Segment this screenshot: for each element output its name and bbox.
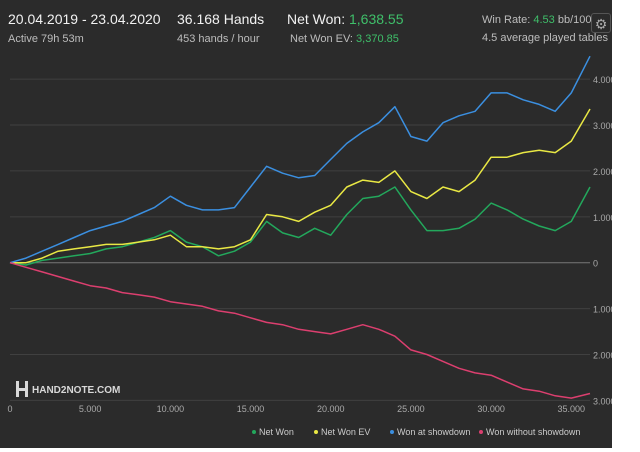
y-tick-label: 1.000 [593, 213, 612, 223]
x-axis-ticks: 0 5.000 10.000 15.000 20.000 25.000 30.000 35.0… [7, 404, 585, 414]
series-line-net-won-ev [10, 108, 591, 264]
win-rate-unit: bb/100 [557, 14, 592, 26]
y-tick-label: 2.000 [593, 351, 612, 361]
active-time: Active 79h 53m [8, 33, 84, 45]
series-line-non-showdown [9, 261, 591, 399]
series-line-showdown [9, 55, 591, 264]
legend-label: Won at showdown [397, 427, 470, 437]
y-tick-label: 3.000 [593, 396, 612, 406]
hands-count: 36.168 Hands [177, 11, 265, 27]
win-rate-summary: Win Rate: 4.53 bb/100 [482, 14, 592, 26]
brand-logo: HAND2NOTE.COM [16, 381, 120, 397]
hand2note-logo-icon [16, 381, 28, 397]
legend-marker [314, 430, 318, 434]
chart-grid [10, 78, 590, 401]
net-won-label: Net Won: [287, 11, 346, 27]
legend-item[interactable]: Net Won [252, 427, 294, 437]
legend-item[interactable]: Won without showdown [479, 427, 580, 437]
x-tick-label: 35.000 [558, 404, 586, 414]
hands-per-hour: 453 hands / hour [177, 33, 260, 45]
avg-tables: 4.5 average played tables [482, 32, 608, 44]
y-axis-ticks: 4.000 3.000 2.000 1.000 0 1.000 2.000 3.000 [593, 75, 612, 406]
legend-item[interactable]: Net Won EV [314, 427, 370, 437]
profit-chart: 4.000 3.000 2.000 1.000 0 1.000 2.000 3.000 0 5.… [7, 55, 612, 437]
y-tick-label: 1.000 [593, 305, 612, 315]
legend-item[interactable]: Won at showdown [390, 427, 470, 437]
win-rate-label: Win Rate: [482, 14, 531, 26]
y-tick-label: 3.000 [593, 121, 612, 131]
legend-marker [252, 430, 256, 434]
chart-legend: Net Won Net Won EV Won at showdown Won with… [252, 427, 580, 437]
legend-marker [479, 430, 483, 434]
y-tick-label: 0 [593, 259, 598, 269]
x-tick-label: 30.000 [477, 404, 505, 414]
legend-label: Net Won EV [321, 427, 370, 437]
x-tick-label: 10.000 [157, 404, 185, 414]
brand-name: HAND2NOTE.COM [32, 385, 120, 396]
y-tick-label: 4.000 [593, 75, 612, 85]
x-tick-label: 25.000 [397, 404, 425, 414]
chart-series [9, 55, 591, 399]
legend-label: Net Won [259, 427, 294, 437]
win-rate-value: 4.53 [533, 14, 555, 26]
net-won-ev-label: Net Won EV: [290, 33, 353, 45]
graph-panel: 20.04.2019 - 23.04.2020 Active 79h 53m 3… [0, 0, 612, 448]
net-won-ev-summary: Net Won EV: 3,370.85 [290, 33, 399, 45]
x-tick-label: 20.000 [317, 404, 345, 414]
x-tick-label: 15.000 [237, 404, 265, 414]
gear-icon[interactable]: ⚙ [591, 13, 611, 33]
legend-marker [390, 430, 394, 434]
x-tick-label: 5.000 [79, 404, 102, 414]
y-tick-label: 2.000 [593, 167, 612, 177]
series-line-net-won [9, 186, 591, 266]
legend-label: Won without showdown [486, 427, 580, 437]
net-won-value: 1,638.55 [349, 11, 404, 27]
date-range[interactable]: 20.04.2019 - 23.04.2020 [8, 11, 161, 27]
net-won-ev-value: 3,370.85 [356, 33, 399, 45]
net-won-summary: Net Won: 1,638.55 [287, 11, 404, 27]
x-tick-label: 0 [7, 404, 12, 414]
